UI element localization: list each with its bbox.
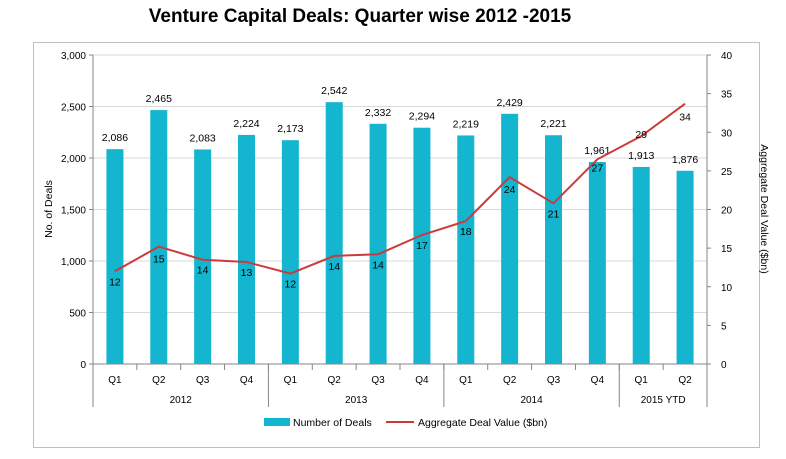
- x-tick-label: Q3: [196, 375, 210, 386]
- x-tick-label: Q1: [459, 375, 473, 386]
- line-data-label: 15: [153, 254, 165, 266]
- bar-data-label: 2,542: [321, 85, 347, 97]
- y-tick-label: 3,000: [61, 51, 86, 62]
- bar-data-label: 2,224: [233, 118, 259, 130]
- bar-data-label: 2,083: [190, 132, 216, 144]
- bar-data-label: 2,219: [453, 118, 479, 130]
- line-data-label: 21: [548, 208, 560, 220]
- bar-data-label: 2,086: [102, 132, 128, 144]
- y2-axis-title: Aggregate Deal Value ($bn): [758, 144, 770, 273]
- line-data-label: 24: [504, 184, 516, 196]
- legend-label-line: Aggregate Deal Value ($bn): [418, 417, 547, 429]
- bar-data-label: 2,173: [277, 123, 303, 135]
- bar: [281, 140, 299, 364]
- bar-data-label: 2,221: [540, 118, 566, 130]
- line-data-label: 27: [592, 162, 604, 174]
- line-data-label: 14: [328, 261, 340, 273]
- y2-tick-label: 20: [721, 206, 733, 217]
- chart-title: Venture Capital Deals: Quarter wise 2012…: [148, 6, 572, 27]
- bar: [325, 102, 343, 364]
- line-data-label: 29: [635, 129, 647, 141]
- x-group-label: 2013: [345, 395, 368, 406]
- y-axis-title: No. of Deals: [43, 180, 55, 238]
- bar-data-label: 1,876: [672, 154, 698, 166]
- y-tick-label: 1,000: [61, 257, 86, 268]
- bar: [545, 135, 562, 364]
- bar: [632, 166, 650, 364]
- bar-data-label: 1,913: [628, 150, 654, 162]
- x-tick-label: Q4: [415, 375, 429, 386]
- x-tick-label: Q1: [284, 375, 298, 386]
- bar: [194, 149, 212, 364]
- line-series-aggregate-deal-value: [114, 102, 686, 275]
- x-tick-label: Q2: [503, 375, 517, 386]
- y-tick-label: 500: [69, 309, 86, 320]
- x-group-label: 2015 YTD: [641, 395, 686, 406]
- bar-data-label: 1,961: [584, 145, 610, 157]
- y2-tick-label: 35: [721, 90, 733, 101]
- line-data-label: 14: [372, 259, 384, 271]
- y-tick-label: 2,500: [61, 103, 86, 114]
- x-tick-label: Q1: [635, 375, 649, 386]
- y2-tick-label: 40: [721, 51, 733, 62]
- y-tick-label: 0: [80, 360, 86, 371]
- y2-tick-label: 30: [721, 128, 733, 139]
- x-tick-label: Q4: [591, 375, 605, 386]
- y2-tick-label: 10: [721, 283, 733, 294]
- x-tick-label: Q4: [240, 375, 254, 386]
- y2-tick-label: 5: [721, 321, 727, 332]
- bar: [150, 110, 168, 364]
- x-group-label: 2012: [170, 395, 193, 406]
- bar: [676, 170, 694, 364]
- x-tick-label: Q2: [328, 375, 342, 386]
- bar: [501, 113, 519, 364]
- y-tick-label: 1,500: [61, 206, 86, 217]
- legend-label-bars: Number of Deals: [293, 417, 372, 429]
- bar-data-label: 2,465: [146, 93, 172, 105]
- bar: [106, 149, 124, 364]
- line-data-label: 14: [197, 265, 209, 277]
- x-tick-label: Q2: [678, 375, 692, 386]
- bar-data-label: 2,294: [409, 111, 435, 123]
- x-tick-label: Q3: [371, 375, 385, 386]
- x-tick-label: Q2: [152, 375, 166, 386]
- y2-tick-label: 25: [721, 167, 733, 178]
- bar: [413, 127, 431, 364]
- bar: [588, 162, 606, 364]
- bar-data-label: 2,429: [497, 97, 523, 109]
- bar-data-label: 2,332: [365, 107, 391, 119]
- x-group-label: 2014: [520, 395, 543, 406]
- line-data-label: 12: [109, 276, 121, 288]
- line-data-label: 17: [416, 240, 428, 252]
- line-data-label: 13: [241, 267, 253, 279]
- line-data-label: 34: [679, 112, 691, 124]
- bar: [238, 134, 255, 364]
- y2-tick-label: 0: [721, 360, 727, 371]
- legend-swatch-bars: [264, 418, 290, 426]
- chart-frame: [33, 42, 760, 448]
- x-tick-label: Q1: [108, 375, 122, 386]
- bar: [369, 123, 387, 364]
- bar: [457, 135, 475, 364]
- y-tick-label: 2,000: [61, 154, 86, 165]
- y2-tick-label: 15: [721, 244, 733, 255]
- line-data-label: 12: [285, 279, 297, 291]
- x-tick-label: Q3: [547, 375, 561, 386]
- line-data-label: 18: [460, 226, 472, 238]
